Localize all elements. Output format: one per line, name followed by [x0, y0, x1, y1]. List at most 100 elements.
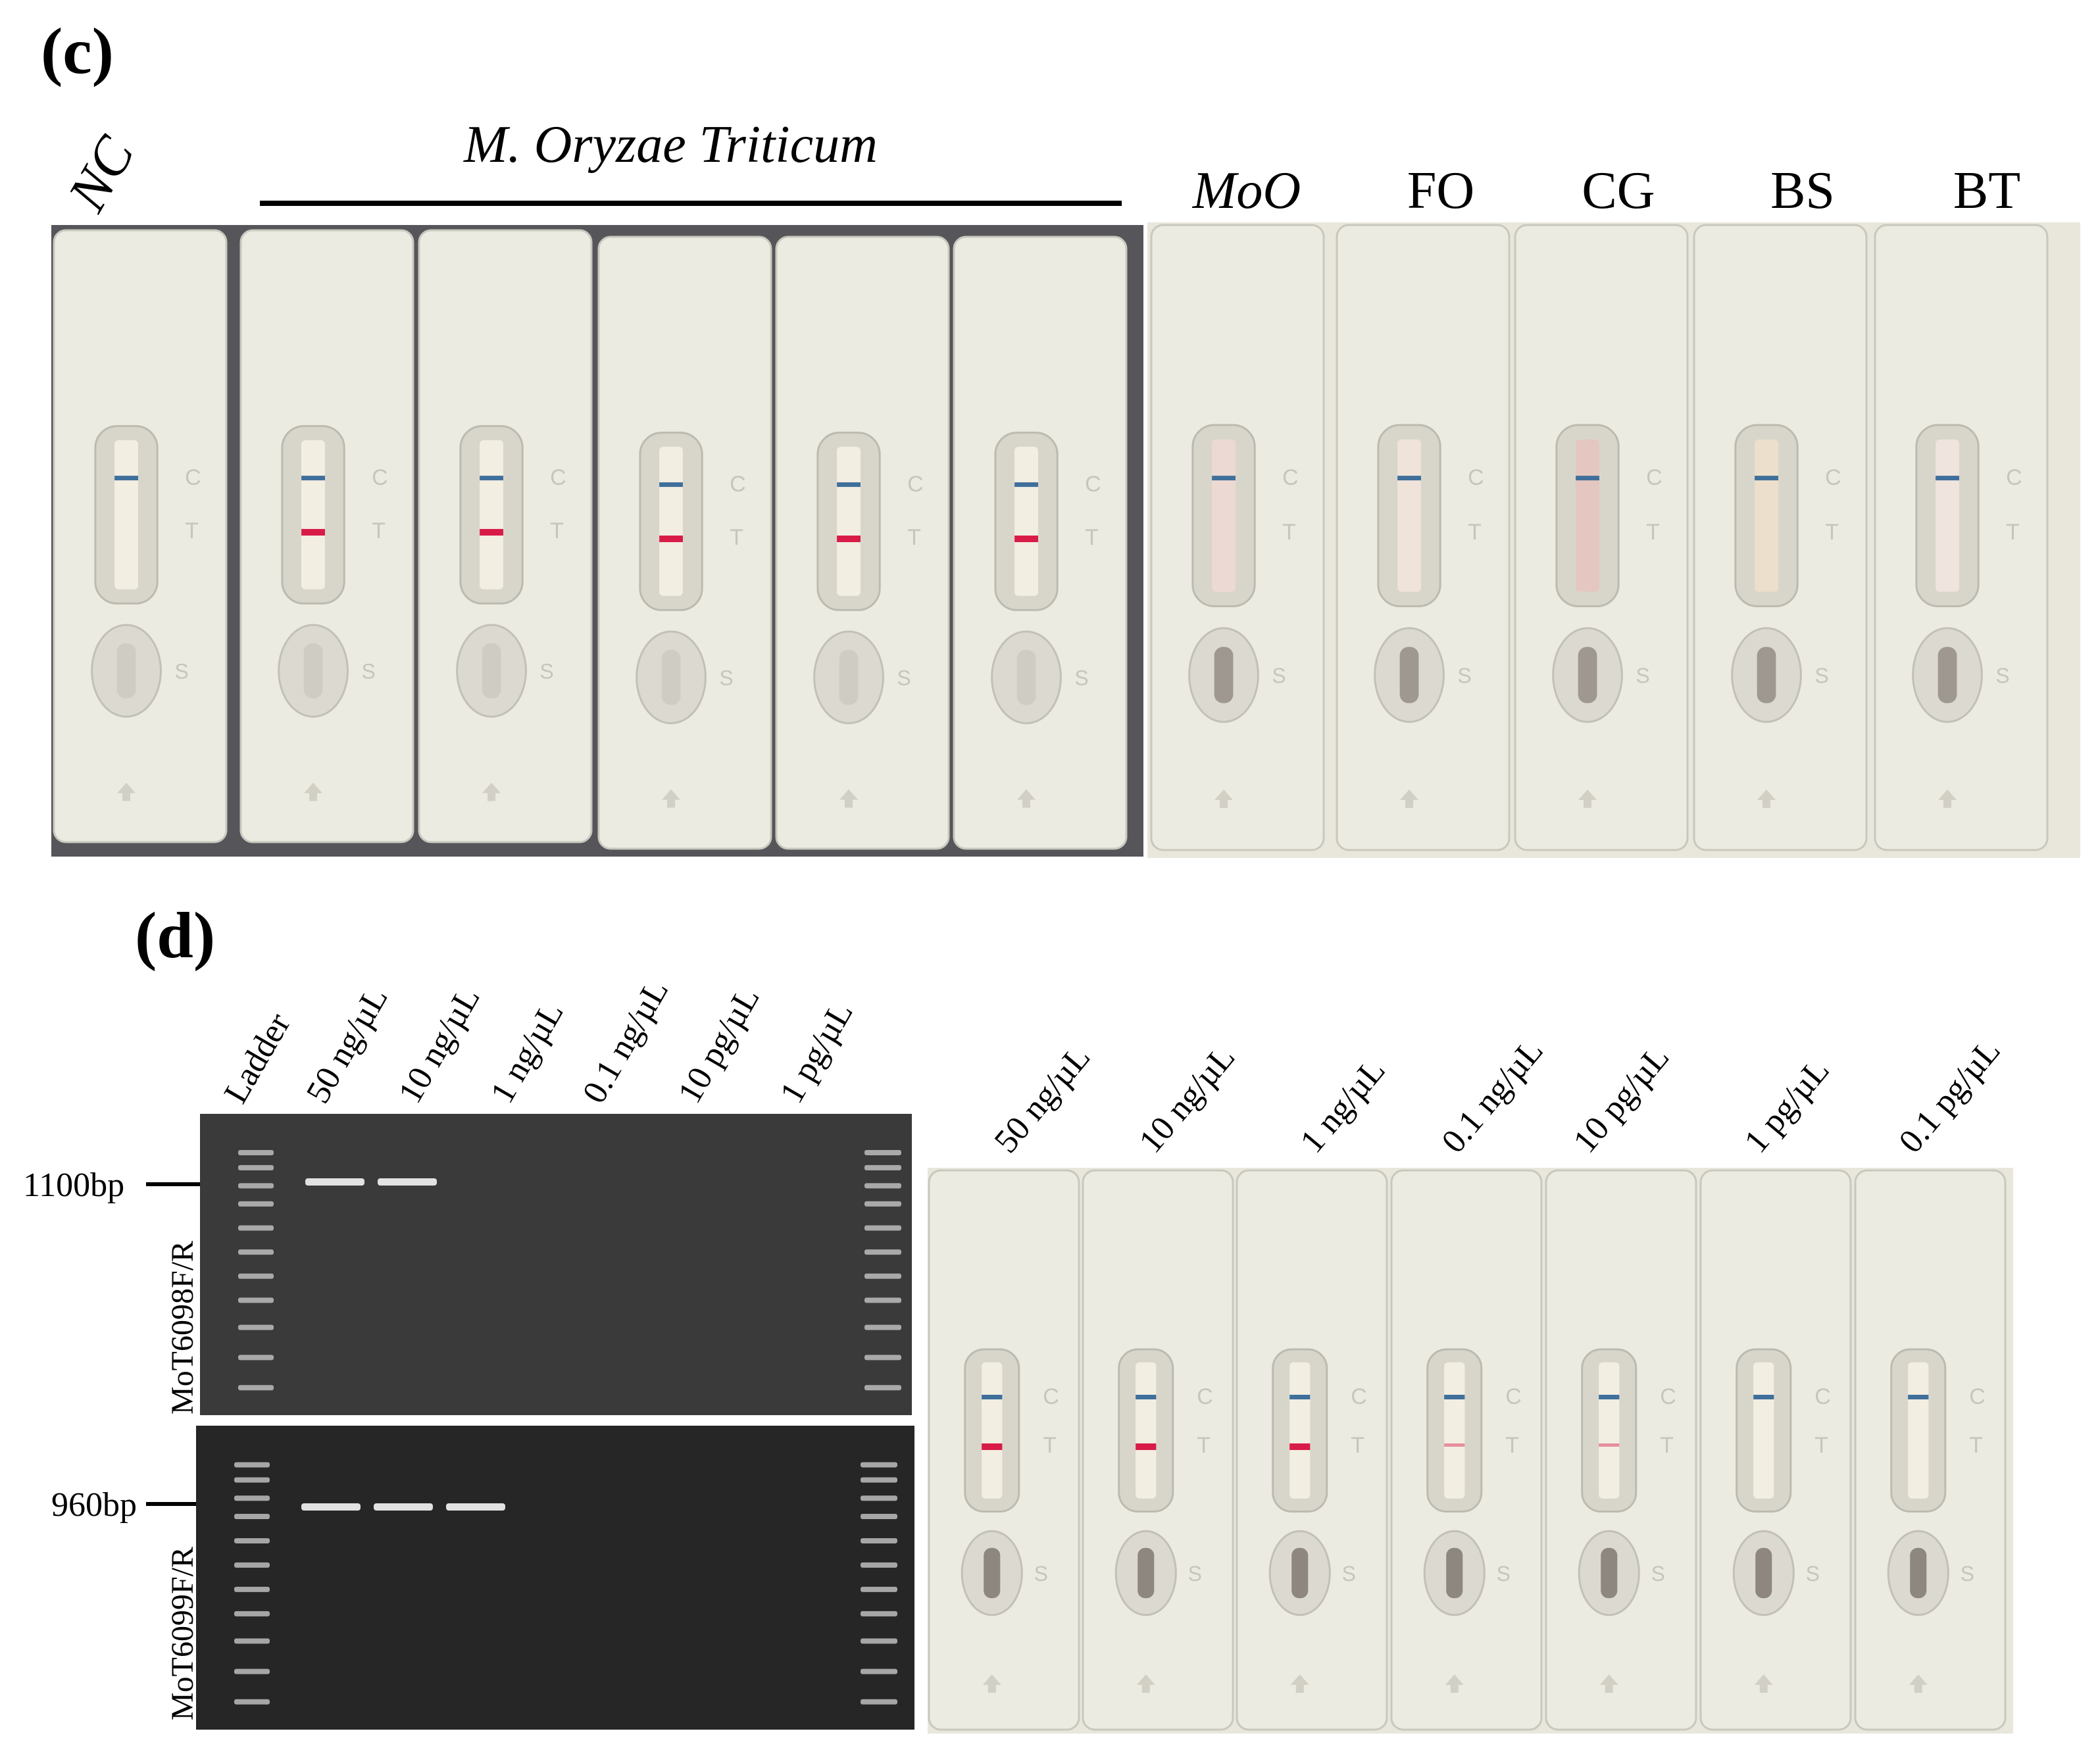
test-letter: T: [2006, 520, 2020, 545]
sample-letter: S: [1497, 1562, 1511, 1586]
test-strip: [1136, 1362, 1157, 1499]
control-letter: C: [730, 472, 746, 497]
ladder-band: [238, 1385, 274, 1391]
control-letter: C: [372, 465, 388, 490]
test-strip: [1599, 1362, 1620, 1499]
sample-well: [1446, 1547, 1463, 1599]
ladder-band: [861, 1586, 897, 1592]
test-letter: T: [1351, 1433, 1364, 1458]
test-strip: [1397, 439, 1421, 592]
test-letter: T: [1282, 520, 1296, 545]
test-letter: T: [1969, 1433, 1983, 1458]
sample-letter: S: [1188, 1562, 1202, 1586]
sample-letter: S: [1074, 666, 1088, 690]
ladder-band: [861, 1668, 897, 1674]
test-cassette: CTS: [928, 1169, 1080, 1731]
strip-conc-label: 10 pg/µL: [1566, 1038, 1677, 1161]
control-letter: C: [1085, 472, 1101, 497]
ladder-band: [861, 1513, 897, 1519]
sample-letter: S: [174, 660, 188, 684]
sample-letter: S: [1342, 1562, 1356, 1586]
ladder-band: [861, 1462, 897, 1468]
arrow-icon: [1938, 789, 1957, 808]
test-letter: T: [1468, 520, 1482, 545]
gel-lane-label: 10 pg/µL: [670, 980, 767, 1110]
ladder-band: [864, 1324, 901, 1330]
test-line: [837, 536, 861, 543]
control-line: [1576, 476, 1599, 481]
test-cassette: CTS: [1699, 1169, 1852, 1731]
test-letter: T: [1085, 525, 1099, 550]
gel-lane-label: 1 pg/µL: [772, 995, 861, 1110]
ladder-band: [238, 1273, 274, 1279]
control-letter: C: [907, 472, 924, 497]
gel-image-bottom: [196, 1426, 914, 1730]
control-letter: C: [1505, 1384, 1522, 1409]
control-letter: C: [1969, 1384, 1986, 1409]
test-letter: T: [372, 518, 386, 543]
test-line: [1444, 1443, 1465, 1447]
test-cassette: CTS: [418, 229, 593, 843]
arrow-icon: [1445, 1674, 1464, 1693]
control-line: [1289, 1395, 1311, 1400]
control-line: [1936, 476, 1959, 481]
ladder-band: [238, 1225, 274, 1231]
test-strip: [1212, 439, 1236, 592]
test-strip: [1908, 1362, 1929, 1499]
strip-header-cg: CG: [1582, 162, 1655, 220]
test-strip: [1936, 439, 1959, 592]
sample-well: [1578, 647, 1597, 703]
ladder-band: [861, 1495, 897, 1501]
ladder-band: [234, 1611, 270, 1616]
test-strip: [1444, 1362, 1465, 1499]
ladder-band: [234, 1562, 270, 1568]
gel-image-top: [200, 1114, 912, 1415]
arrow-icon: [839, 789, 859, 808]
ladder-band: [238, 1324, 274, 1330]
test-strip: [301, 440, 325, 589]
ladder-band: [861, 1477, 897, 1483]
band-marker-line: [146, 1182, 212, 1186]
test-strip: [837, 447, 861, 596]
arrow-icon: [982, 1674, 1001, 1693]
sample-well: [303, 643, 323, 699]
ladder-band: [864, 1273, 901, 1279]
control-letter: C: [1825, 465, 1841, 490]
ladder-band: [238, 1355, 274, 1361]
ladder-band: [861, 1638, 897, 1644]
ladder-band: [234, 1668, 270, 1674]
ladder-band: [234, 1586, 270, 1592]
sample-letter: S: [1995, 664, 2009, 688]
sample-well: [482, 643, 501, 699]
ladder-band: [234, 1477, 270, 1483]
test-letter: T: [1814, 1433, 1828, 1458]
strip-conc-label: 10 ng/µL: [1132, 1038, 1243, 1161]
sample-well: [1138, 1547, 1155, 1599]
sample-letter: S: [1636, 664, 1649, 688]
sample-well: [1755, 1547, 1772, 1599]
sample-well: [1910, 1547, 1927, 1599]
test-letter: T: [1825, 520, 1839, 545]
dna-band: [378, 1178, 437, 1186]
test-strip: [1755, 439, 1778, 592]
ladder-band: [861, 1562, 897, 1568]
ladder-band: [864, 1385, 901, 1391]
test-letter: T: [730, 525, 743, 550]
test-strip: [659, 447, 683, 596]
test-cassette: C T S: [953, 236, 1128, 850]
sample-well: [1214, 647, 1234, 703]
control-letter: C: [1660, 1384, 1676, 1409]
panel-c-label: (c): [41, 14, 114, 88]
sample-letter: S: [1457, 664, 1471, 688]
lateral-flow-photo-right: C T S C T S C T S C T S C T S: [1147, 222, 2080, 858]
sample-letter: S: [1961, 1562, 1974, 1586]
ladder-band: [861, 1538, 897, 1543]
test-line: [301, 529, 325, 536]
ladder-band: [234, 1699, 270, 1705]
test-cassette: CTS: [597, 236, 772, 850]
test-letter: T: [1197, 1433, 1211, 1458]
strip-header-fo: FO: [1407, 162, 1475, 220]
test-line: [480, 529, 503, 536]
arrow-icon: [1017, 789, 1036, 808]
sample-well: [839, 649, 859, 705]
